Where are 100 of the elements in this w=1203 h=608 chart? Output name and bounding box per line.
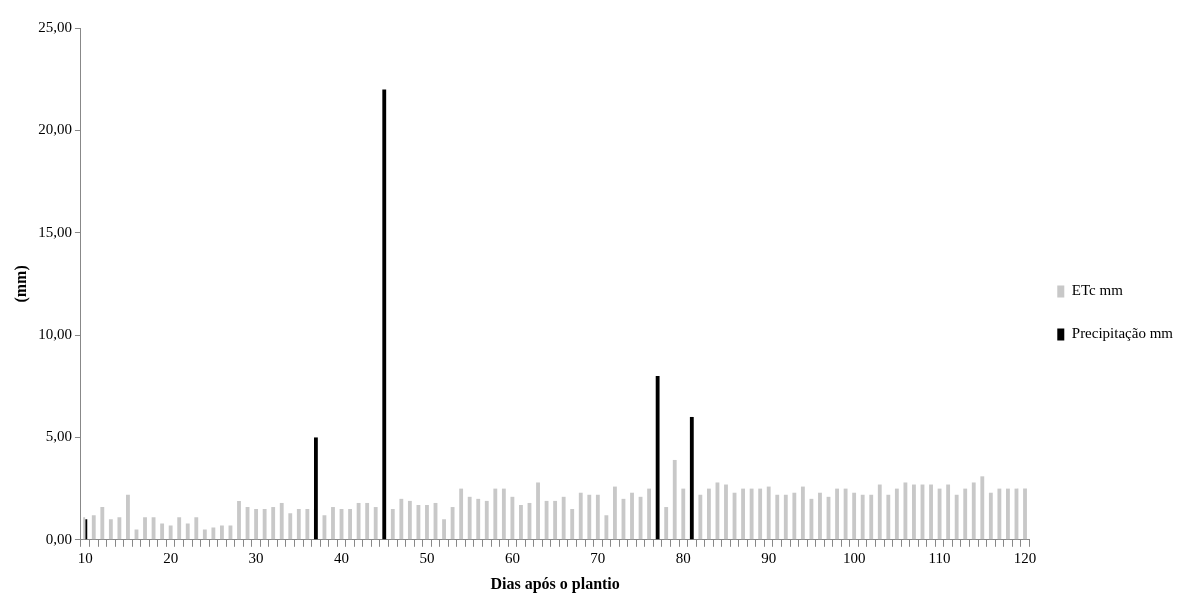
bar (749, 488, 754, 540)
bar (143, 517, 147, 540)
bar (655, 376, 660, 540)
x-axis-title: Dias após o plantio (490, 574, 620, 593)
bar (519, 505, 523, 540)
bar (493, 488, 498, 540)
bar (595, 494, 600, 540)
bar (126, 494, 130, 540)
x-tick-label: 70 (590, 549, 606, 566)
bar (912, 484, 916, 540)
bar (672, 459, 677, 540)
bar (587, 494, 592, 540)
bar (630, 492, 634, 540)
bar (724, 484, 728, 540)
bar (356, 502, 361, 540)
x-tick-label: 30 (248, 549, 264, 566)
bar (963, 488, 968, 540)
x-tick-label: 60 (504, 549, 520, 566)
bar (903, 482, 908, 540)
bar (296, 509, 301, 540)
bar (160, 523, 165, 540)
bar (459, 488, 464, 540)
bar (570, 509, 575, 540)
bar (271, 507, 276, 540)
bar (484, 500, 489, 540)
bar (91, 515, 96, 540)
bar (365, 502, 370, 540)
bar (997, 488, 1002, 540)
bar (399, 498, 404, 540)
bar (741, 488, 745, 540)
bar (775, 494, 780, 540)
x-tick-label: 80 (675, 549, 691, 566)
bar (792, 492, 797, 540)
bar (1023, 488, 1027, 540)
bar (835, 488, 839, 540)
bar (211, 527, 216, 540)
bar (194, 517, 199, 540)
bar (237, 500, 241, 540)
legend-label: Precipitação mm (1071, 325, 1174, 342)
bar (860, 494, 865, 540)
x-tick-label: 50 (419, 549, 435, 566)
bar (177, 517, 182, 540)
bar (954, 494, 959, 540)
bar (758, 488, 763, 540)
bar (510, 496, 515, 540)
x-tick-label: 90 (761, 549, 777, 566)
bar (783, 494, 788, 540)
bar (929, 484, 933, 540)
bar (706, 488, 711, 540)
bar (869, 494, 874, 540)
bar (331, 507, 335, 540)
bar (561, 496, 566, 540)
bar (254, 509, 259, 540)
bar (390, 509, 395, 540)
bar (220, 525, 224, 540)
bar (681, 488, 686, 540)
x-tick-label: 120 (1013, 549, 1037, 566)
bar (886, 494, 891, 540)
bar (262, 509, 267, 540)
bar (800, 486, 805, 540)
bar (689, 416, 694, 540)
bar (416, 505, 421, 540)
bar (971, 482, 976, 540)
bar (647, 488, 652, 540)
bar (613, 486, 617, 540)
y-tick-label: 10,00 (38, 326, 72, 343)
bar (348, 509, 352, 540)
y-tick-label: 20,00 (38, 121, 72, 138)
bar (664, 507, 669, 540)
x-tick-label: 100 (842, 549, 866, 566)
bar (536, 482, 540, 540)
bar (313, 437, 318, 540)
bar (698, 494, 703, 540)
bar (117, 517, 122, 540)
x-tick-label: 110 (928, 549, 951, 566)
bar (501, 488, 506, 540)
bar (578, 492, 583, 540)
bar (382, 89, 387, 540)
bar (843, 488, 848, 540)
x-tick-label: 20 (163, 549, 179, 566)
bar (202, 529, 207, 540)
y-tick-label: 5,00 (45, 428, 72, 445)
bar (279, 502, 284, 540)
bar (305, 509, 310, 540)
legend-label: ETc mm (1071, 282, 1124, 299)
bar (988, 492, 993, 540)
bar (168, 525, 173, 540)
x-tick-label: 10 (77, 549, 93, 566)
bar (946, 484, 951, 540)
bar (852, 492, 857, 540)
bar (937, 488, 942, 540)
bar (467, 496, 472, 540)
y-axis-title: (mm) (11, 265, 30, 303)
bar (818, 492, 822, 540)
bar (1006, 488, 1010, 540)
bar (553, 500, 558, 540)
bar (980, 476, 985, 540)
bar (894, 488, 899, 540)
bar (373, 507, 378, 540)
bar (108, 519, 113, 540)
